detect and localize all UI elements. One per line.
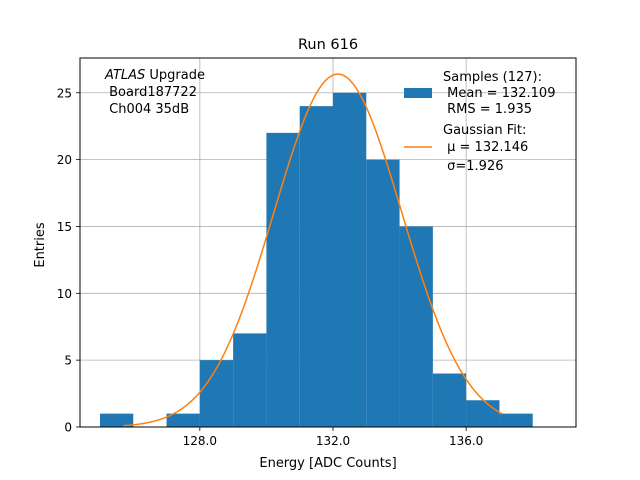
y-axis-label: Entries [33,222,48,268]
fit-curve-path [123,73,504,427]
histogram-bar [399,226,433,427]
legend-fit-line-3: σ=1.926 [443,159,503,174]
annotation-line-3: Ch004 35dB [105,102,189,117]
run-annotation: ATLAS Upgrade Board187722 Ch004 35dB [104,68,205,117]
legend-fit-line-2: μ = 132.146 [443,140,528,155]
histogram-bar [233,333,267,427]
histogram-bar [199,360,234,427]
x-tick-label: 136.0 [449,434,483,448]
histogram-bars [99,92,533,428]
histogram-bar [466,400,500,427]
histogram-bar [266,132,300,427]
legend-samples-line-1: Samples (127): [443,70,542,85]
y-tick-label: 25 [57,86,72,100]
legend-samples-swatch [404,88,432,98]
annotation-line-1-rest: Upgrade [145,68,205,83]
histogram-bar [499,413,533,427]
annotation-line-2: Board187722 [105,85,197,100]
histogram-bar [432,373,467,427]
legend-fit-line-1: Gaussian Fit: [443,123,526,138]
x-tick-label: 128.0 [183,434,217,448]
histogram-bar [166,413,200,427]
chart-title: Run 616 [298,37,358,53]
y-tick-label: 0 [64,421,72,435]
x-axis-label: Energy [ADC Counts] [259,456,396,471]
y-tick-label: 15 [57,220,72,234]
y-tick-label: 10 [57,287,72,301]
histogram-bar [332,92,367,428]
gaussian-fit-curve [123,73,504,427]
legend: Samples (127): Mean = 132.109 RMS = 1.93… [404,70,555,174]
legend-samples-line-2: Mean = 132.109 [443,86,555,101]
legend-samples-line-3: RMS = 1.935 [443,102,532,117]
x-tick-label: 132.0 [316,434,350,448]
histogram-bar [299,106,333,427]
histogram-bar [99,413,134,427]
annotation-line-1: ATLAS Upgrade [104,68,205,83]
y-tick-label: 20 [57,153,72,167]
plot-frame [79,57,577,428]
y-tick-label: 5 [64,354,72,368]
histogram-bar [366,159,400,427]
axis-ticks: 128.0 132.0 136.0 0 5 10 15 20 25 [57,86,484,448]
atlas-word: ATLAS [104,68,145,83]
